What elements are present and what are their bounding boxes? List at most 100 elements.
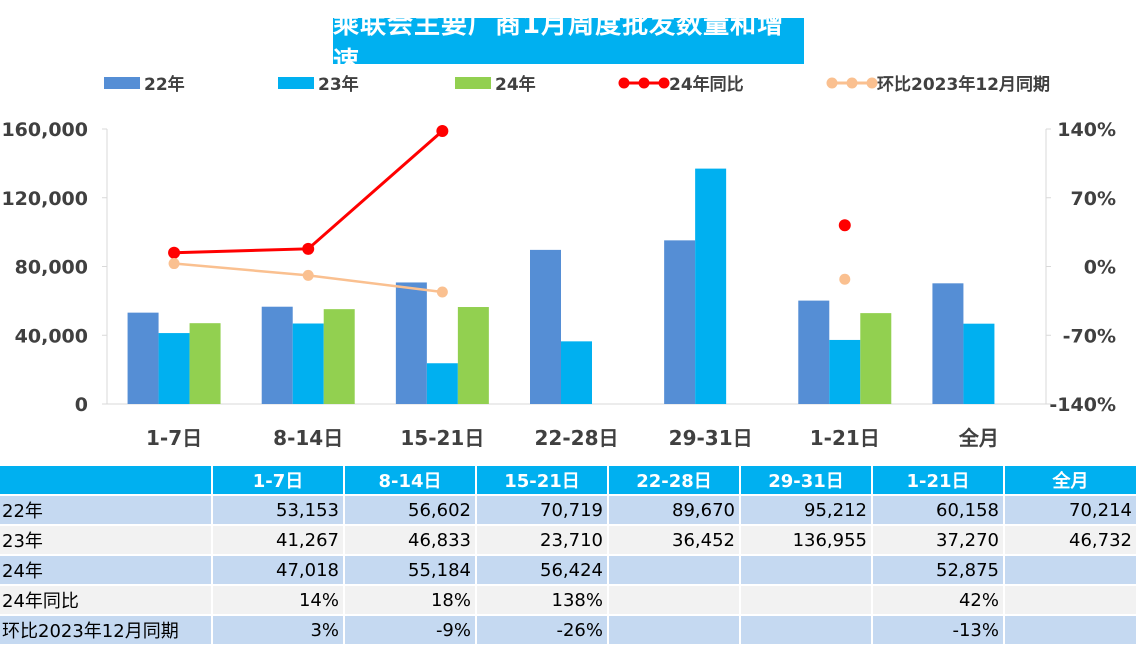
- chart-svg: 22年 23年 24年 24年同比 环比2023年12月同期 0 40,000 80,000…: [1, 74, 1116, 450]
- table-cell: 42%: [872, 585, 1005, 616]
- x-category-label: 1-7日: [146, 426, 202, 450]
- y-right-tick-label: 0%: [1084, 257, 1116, 279]
- bar-22年: [932, 283, 964, 404]
- table-cell: 55,184: [344, 555, 477, 586]
- table-cell: 18%: [344, 585, 477, 616]
- table-row: 22年 53,153 56,602 70,719 89,670 95,212 6…: [0, 495, 1137, 526]
- table-cell: 89,670: [608, 495, 741, 526]
- y-left-tick-label: 0: [75, 394, 88, 416]
- point-环比2023年12月同期: [436, 286, 448, 298]
- table-row: 23年 41,267 46,833 23,710 36,452 136,955 …: [0, 525, 1137, 556]
- bar-23年: [158, 333, 190, 404]
- y-right-tick-label: 140%: [1057, 119, 1116, 141]
- table-row-label: 22年: [0, 495, 213, 526]
- legend-label: 24年: [495, 74, 536, 95]
- y-left-tick-label: 80,000: [15, 257, 88, 279]
- y-left-tick-label: 160,000: [1, 119, 88, 141]
- legend-swatch-marker: [866, 77, 878, 89]
- legend-swatch-24年: [455, 77, 491, 89]
- bar-24年: [457, 307, 489, 404]
- table-cell: [740, 555, 873, 586]
- point-环比2023年12月同期: [839, 273, 851, 285]
- legend-swatch-marker: [618, 77, 630, 89]
- x-category-label: 22-28日: [535, 426, 619, 450]
- y-left-tick-label: 40,000: [15, 325, 88, 347]
- bar-23年: [829, 339, 861, 404]
- table-cell: 46,833: [344, 525, 477, 556]
- data-table: 1-7日 8-14日 15-21日 22-28日 29-31日 1-21日 全月…: [0, 466, 1137, 646]
- table-cell: [740, 615, 873, 646]
- table-cell: 70,719: [476, 495, 609, 526]
- table-cell: -26%: [476, 615, 609, 646]
- legend-swatch-23年: [278, 77, 314, 89]
- table-cell: 70,214: [1004, 495, 1137, 526]
- table-header-cell: 29-31日: [740, 466, 873, 496]
- bar-22年: [127, 312, 159, 404]
- bar-22年: [530, 249, 561, 404]
- table-cell: [608, 585, 741, 616]
- table-cell: [608, 555, 741, 586]
- table-row-label: 24年同比: [0, 585, 213, 616]
- point-24年同比: [838, 219, 851, 232]
- table-cell: 3%: [212, 615, 345, 646]
- bar-23年: [292, 323, 324, 404]
- legend-label: 22年: [144, 74, 185, 95]
- table-cell: 36,452: [608, 525, 741, 556]
- table-cell: [1004, 585, 1137, 616]
- y-right-tick-label: 70%: [1071, 188, 1116, 210]
- y-left-tick-label: 120,000: [1, 188, 88, 210]
- table-cell: [1004, 615, 1137, 646]
- bar-23年: [963, 323, 995, 404]
- legend-swatch-marker: [658, 77, 670, 89]
- table-cell: 53,153: [212, 495, 345, 526]
- table-cell: 60,158: [872, 495, 1005, 526]
- bar-23年: [695, 168, 727, 404]
- legend-swatch-marker: [826, 77, 838, 89]
- bar-23年: [426, 363, 458, 404]
- table-cell: -13%: [872, 615, 1005, 646]
- x-axis-labels: 1-7日 8-14日 15-21日 22-28日 29-31日 1-21日 全月: [146, 426, 999, 450]
- table-header-row: 1-7日 8-14日 15-21日 22-28日 29-31日 1-21日 全月: [0, 466, 1137, 496]
- table-row: 环比2023年12月同期 3% -9% -26% -13%: [0, 615, 1137, 646]
- x-category-label: 29-31日: [669, 426, 753, 450]
- point-环比2023年12月同期: [302, 269, 314, 281]
- point-24年同比: [436, 124, 449, 137]
- table-cell: 138%: [476, 585, 609, 616]
- table-cell: 47,018: [212, 555, 345, 586]
- x-category-label: 15-21日: [400, 426, 484, 450]
- table-header-cell: 1-21日: [872, 466, 1005, 496]
- bars: [127, 168, 995, 404]
- bar-24年: [860, 313, 892, 404]
- table-cell: 136,955: [740, 525, 873, 556]
- x-category-label: 1-21日: [810, 426, 880, 450]
- table-cell: [608, 615, 741, 646]
- table-header-cell: [0, 466, 213, 496]
- bar-22年: [395, 282, 427, 404]
- bar-24年: [189, 323, 221, 404]
- table-cell: 95,212: [740, 495, 873, 526]
- y-right-tick-label: -140%: [1049, 394, 1116, 416]
- bar-22年: [798, 300, 830, 404]
- y-right-tick-label: -70%: [1063, 325, 1116, 347]
- table-cell: 56,602: [344, 495, 477, 526]
- x-category-label: 全月: [958, 426, 999, 450]
- chart-title: 乘联会主要厂商1月周度批发数量和增速: [333, 10, 804, 77]
- table-cell: 37,270: [872, 525, 1005, 556]
- table-row-label: 环比2023年12月同期: [0, 615, 213, 646]
- point-环比2023年12月同期: [168, 258, 180, 270]
- bar-24年: [323, 309, 355, 404]
- lines: [168, 124, 851, 298]
- legend-label: 23年: [318, 74, 359, 95]
- table-row-label: 24年: [0, 555, 213, 586]
- table-cell: 56,424: [476, 555, 609, 586]
- table-header-cell: 全月: [1004, 466, 1137, 496]
- table-row-label: 23年: [0, 525, 213, 556]
- table-cell: [740, 585, 873, 616]
- table-cell: 46,732: [1004, 525, 1137, 556]
- legend-label: 24年同比: [669, 74, 744, 95]
- legend-swatch-22年: [104, 77, 140, 89]
- line-24年同比: [174, 129, 444, 255]
- point-24年同比: [168, 246, 181, 259]
- table-cell: 41,267: [212, 525, 345, 556]
